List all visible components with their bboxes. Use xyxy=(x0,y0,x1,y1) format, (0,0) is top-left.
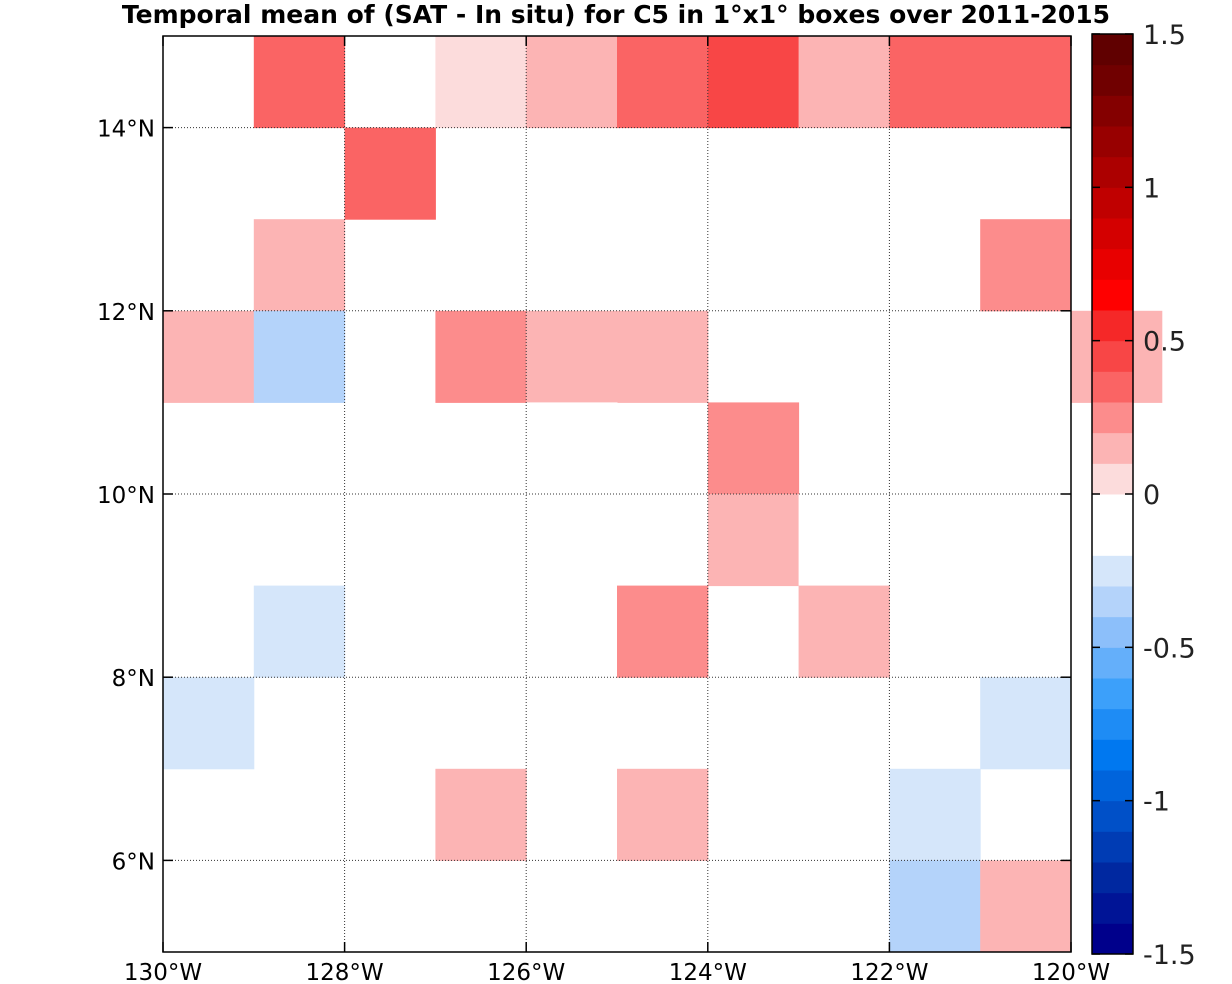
colorbar-swatch xyxy=(1092,770,1133,802)
heatmap-cell xyxy=(435,677,527,770)
heatmap-cell xyxy=(707,402,800,495)
colorbar-swatch xyxy=(1092,402,1133,434)
x-tick-label: 120°W xyxy=(1032,960,1110,984)
colorbar-swatch xyxy=(1092,647,1133,679)
colorbar-tick-label: -1 xyxy=(1143,787,1170,818)
heatmap-cell xyxy=(253,36,346,129)
heatmap-cell xyxy=(253,494,346,587)
heatmap-cell xyxy=(980,860,1072,953)
heatmap-cell xyxy=(707,36,800,129)
heatmap-cell xyxy=(253,310,346,403)
colorbar-swatch xyxy=(1092,156,1133,188)
x-tick-label: 130°W xyxy=(124,960,202,984)
heatmap-cell xyxy=(889,768,981,861)
heatmap-cell xyxy=(798,494,890,587)
heatmap-cell xyxy=(980,677,1072,770)
colorbar-swatch xyxy=(1092,555,1133,587)
colorbar-swatch xyxy=(1092,126,1133,158)
colorbar-swatch xyxy=(1092,187,1133,219)
heatmap-cell xyxy=(435,36,527,129)
colorbar-swatch xyxy=(1092,494,1133,526)
colorbar-swatch xyxy=(1092,248,1133,280)
heatmap-cell xyxy=(980,219,1072,312)
colorbar-tick-label: 1.5 xyxy=(1143,20,1186,51)
heatmap-cell xyxy=(980,36,1072,129)
colorbar-swatch xyxy=(1092,64,1133,96)
colorbar-swatch xyxy=(1092,95,1133,127)
heatmap-cell xyxy=(526,36,618,129)
heatmap-cell xyxy=(617,36,709,129)
x-tick-label: 128°W xyxy=(306,960,384,984)
colorbar-swatch xyxy=(1092,800,1133,832)
x-tick-label: 122°W xyxy=(850,960,928,984)
chart-title: Temporal mean of (SAT - In situ) for C5 … xyxy=(122,0,1110,29)
y-tick-label: 10°N xyxy=(97,483,155,509)
heatmap-cell xyxy=(435,310,527,403)
heatmap-cell xyxy=(889,36,981,129)
y-tick-label: 8°N xyxy=(112,666,155,692)
heatmap-cell xyxy=(798,585,890,678)
heatmap-cell xyxy=(617,585,709,678)
heatmap-cell xyxy=(253,585,346,678)
colorbar-swatch xyxy=(1092,708,1133,740)
colorbar-tick-label: 0 xyxy=(1143,480,1160,511)
heatmap-cell xyxy=(707,494,800,587)
colorbar-swatch xyxy=(1092,371,1133,403)
heatmap-cell xyxy=(798,36,890,129)
y-tick-label: 14°N xyxy=(97,117,155,143)
x-tick-label: 124°W xyxy=(669,960,747,984)
heatmap-cell xyxy=(889,860,981,953)
colorbar-swatch xyxy=(1092,432,1133,464)
colorbar-swatch xyxy=(1092,739,1133,771)
heatmap-cell xyxy=(163,310,255,403)
y-tick-label: 6°N xyxy=(112,849,155,875)
colorbar-swatch xyxy=(1092,463,1133,495)
x-axis-ticks: 130°W 128°W 126°W 124°W 122°W 120°W xyxy=(124,36,1110,984)
heatmap-cell xyxy=(617,310,709,403)
heatmap-cell xyxy=(526,585,618,678)
heatmap-cell xyxy=(344,127,436,220)
x-tick-label: 126°W xyxy=(487,960,565,984)
colorbar-swatch xyxy=(1092,586,1133,618)
y-axis-ticks: 6°N 8°N 10°N 12°N 14°N xyxy=(97,117,1071,875)
colorbar: 1.5 1 0.5 0 -0.5 -1 -1.5 xyxy=(1091,20,1196,971)
colorbar-swatch xyxy=(1092,310,1133,342)
colorbar-swatch xyxy=(1092,923,1133,955)
y-tick-label: 12°N xyxy=(97,300,155,326)
colorbar-swatch xyxy=(1092,616,1133,648)
colorbar-swatch xyxy=(1092,831,1133,863)
heatmap-cell xyxy=(980,585,1072,678)
colorbar-swatch xyxy=(1092,524,1133,556)
colorbar-tick-label: -1.5 xyxy=(1143,940,1196,971)
colorbar-swatch xyxy=(1092,34,1133,66)
colorbar-swatch xyxy=(1092,340,1133,372)
colorbar-tick-label: -0.5 xyxy=(1143,633,1196,664)
colorbar-swatch xyxy=(1092,678,1133,710)
heatmap-cell xyxy=(526,402,618,495)
colorbar-swatch xyxy=(1092,218,1133,250)
heatmap-cell xyxy=(253,219,346,312)
colorbar-tick-label: 0.5 xyxy=(1143,327,1186,358)
heatmap-cell xyxy=(617,768,709,861)
colorbar-swatch xyxy=(1092,892,1133,924)
heatmap-cells xyxy=(163,36,1163,953)
heatmap-cell xyxy=(163,677,255,770)
colorbar-tick-label: 1 xyxy=(1143,173,1160,204)
colorbar-swatch xyxy=(1092,862,1133,894)
colorbar-swatch xyxy=(1092,279,1133,311)
heatmap-cell xyxy=(526,310,618,403)
grid-lines xyxy=(163,36,1071,952)
heatmap-cell xyxy=(435,768,527,861)
heatmap-cell xyxy=(798,219,890,312)
